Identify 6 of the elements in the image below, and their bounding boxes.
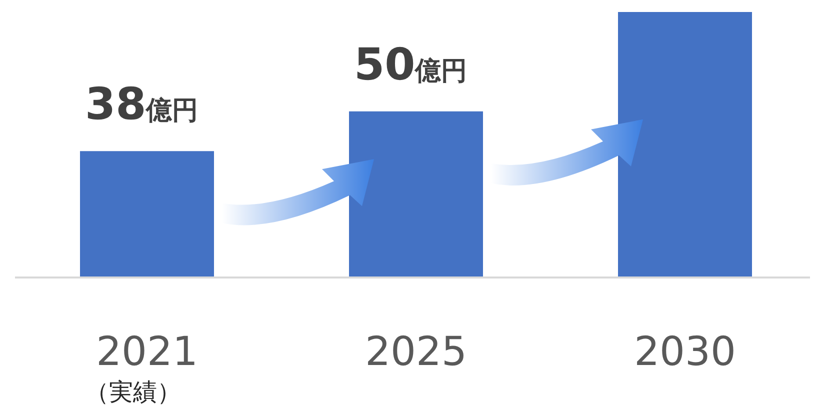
text: （実績） <box>85 378 181 406</box>
data-label: 50億円 <box>354 39 468 90</box>
x-tick-label: 2030 <box>634 329 736 375</box>
x-tick-label: 2025 <box>365 329 467 375</box>
data-label: 38億円 <box>85 79 198 130</box>
x-tick-label: 2021 <box>96 329 198 375</box>
